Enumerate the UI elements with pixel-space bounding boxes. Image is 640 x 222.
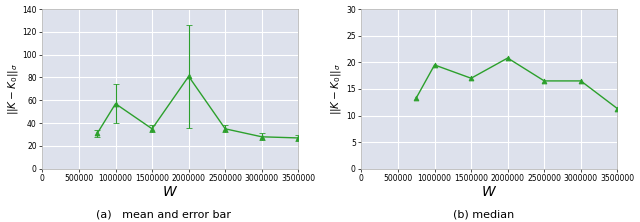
Y-axis label: $||K - K_0||_\sigma$: $||K - K_0||_\sigma$ — [6, 63, 20, 115]
X-axis label: $W$: $W$ — [481, 185, 497, 199]
Y-axis label: $||K - K_0||_\sigma$: $||K - K_0||_\sigma$ — [330, 63, 343, 115]
Text: (a)   mean and error bar: (a) mean and error bar — [96, 210, 230, 220]
Text: (b) median: (b) median — [452, 210, 514, 220]
X-axis label: $W$: $W$ — [163, 185, 179, 199]
